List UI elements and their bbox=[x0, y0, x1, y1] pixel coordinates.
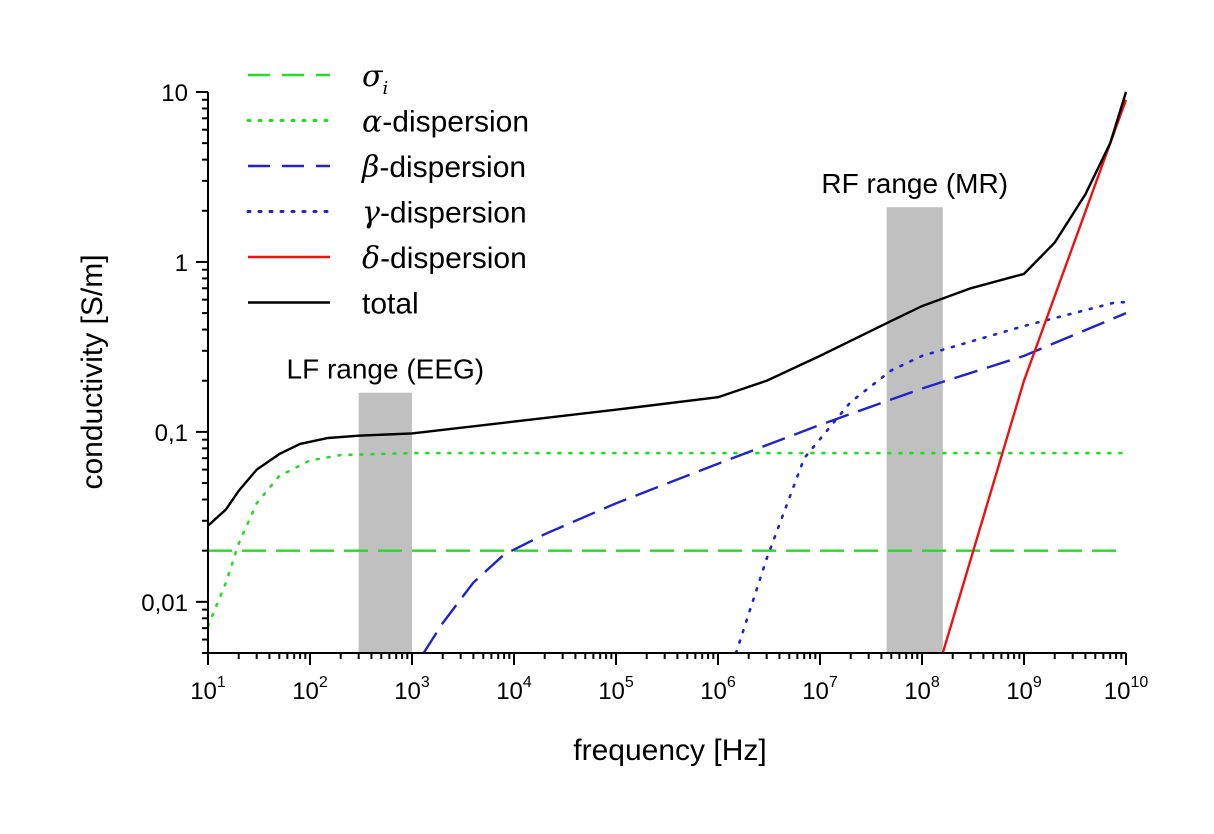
legend-label-total: total bbox=[362, 288, 419, 321]
series-line-gamma-dispersion bbox=[734, 300, 1128, 653]
y-tick-label: 0,1 bbox=[155, 420, 188, 447]
x-tick-exponent: 4 bbox=[523, 674, 532, 691]
legend: σiα-dispersionβ-dispersionγ-dispersionδ-… bbox=[246, 59, 529, 321]
x-tick-base: 10 bbox=[496, 678, 523, 705]
x-tick-exponent: 10 bbox=[1130, 674, 1148, 691]
axes bbox=[207, 92, 1126, 654]
y-tick-label: 10 bbox=[161, 80, 188, 107]
region-annotations: LF range (EEG) RF range (MR) bbox=[287, 168, 1009, 385]
x-tick-label: 103 bbox=[394, 674, 430, 705]
tick-labels: 101 102 103 104 105 106 107 108 109 10100,010,111… bbox=[141, 80, 1148, 705]
x-tick-exponent: 3 bbox=[421, 674, 430, 691]
x-tick-base: 10 bbox=[1006, 678, 1033, 705]
x-tick-label: 109 bbox=[1006, 674, 1042, 705]
x-tick-exponent: 5 bbox=[625, 674, 634, 691]
x-tick-label: 101 bbox=[190, 674, 226, 705]
x-tick-label: 1010 bbox=[1104, 674, 1149, 705]
legend-greek-symbol: α bbox=[362, 105, 382, 140]
legend-label-delta-dispersion: δ-dispersion bbox=[362, 241, 527, 276]
legend-greek-symbol: β bbox=[361, 150, 379, 185]
x-tick-base: 10 bbox=[1104, 678, 1131, 705]
x-tick-base: 10 bbox=[598, 678, 625, 705]
x-tick-exponent: 6 bbox=[727, 674, 736, 691]
x-tick-exponent: 9 bbox=[1033, 674, 1042, 691]
legend-suffix: total bbox=[362, 288, 419, 321]
x-tick-label: 104 bbox=[496, 674, 532, 705]
x-tick-exponent: 2 bbox=[319, 674, 328, 691]
x-tick-base: 10 bbox=[904, 678, 931, 705]
x-tick-label: 102 bbox=[292, 674, 328, 705]
series-line-alpha-dispersion bbox=[208, 451, 1128, 628]
series-line-total bbox=[208, 91, 1128, 527]
legend-suffix: -dispersion bbox=[382, 106, 529, 139]
legend-label-alpha-dispersion: α-dispersion bbox=[362, 105, 529, 140]
legend-greek-symbol: δ bbox=[362, 241, 380, 276]
shaded-regions bbox=[358, 207, 943, 653]
legend-suffix: -dispersion bbox=[380, 242, 527, 275]
series-lines bbox=[208, 91, 1128, 653]
y-tick-label: 1 bbox=[175, 250, 188, 277]
x-tick-base: 10 bbox=[700, 678, 727, 705]
x-tick-base: 10 bbox=[802, 678, 829, 705]
x-tick-base: 10 bbox=[292, 678, 319, 705]
region-label-1: LF range (EEG) bbox=[287, 354, 485, 385]
series-line-delta-dispersion bbox=[941, 99, 1128, 653]
x-tick-exponent: 1 bbox=[217, 674, 226, 691]
y-tick-label: 0,01 bbox=[141, 590, 188, 617]
x-tick-exponent: 7 bbox=[829, 674, 838, 691]
y-axis-title: conductivity [S/m] bbox=[76, 254, 109, 489]
legend-label-beta-dispersion: β-dispersion bbox=[361, 150, 526, 185]
legend-subscript: i bbox=[382, 78, 388, 99]
legend-suffix: -dispersion bbox=[379, 151, 526, 184]
legend-greek-symbol: γ bbox=[362, 196, 380, 231]
x-tick-base: 10 bbox=[190, 678, 217, 705]
legend-suffix: -dispersion bbox=[380, 197, 527, 230]
x-axis-title: frequency [Hz] bbox=[573, 734, 766, 767]
x-tick-base: 10 bbox=[394, 678, 421, 705]
legend-label-gamma-dispersion: γ-dispersion bbox=[362, 196, 527, 231]
x-tick-label: 106 bbox=[700, 674, 736, 705]
x-tick-exponent: 8 bbox=[931, 674, 940, 691]
x-tick-label: 105 bbox=[598, 674, 634, 705]
shaded-region-2 bbox=[886, 207, 943, 653]
axis-ticks bbox=[196, 91, 1127, 665]
x-tick-label: 107 bbox=[802, 674, 838, 705]
region-label-2: RF range (MR) bbox=[821, 168, 1008, 199]
legend-label-sigma_i: σi bbox=[362, 59, 388, 99]
legend-greek-symbol: σ bbox=[362, 59, 384, 94]
series-line-beta-dispersion bbox=[422, 311, 1127, 653]
x-tick-label: 108 bbox=[904, 674, 940, 705]
shaded-region-1 bbox=[358, 392, 412, 653]
